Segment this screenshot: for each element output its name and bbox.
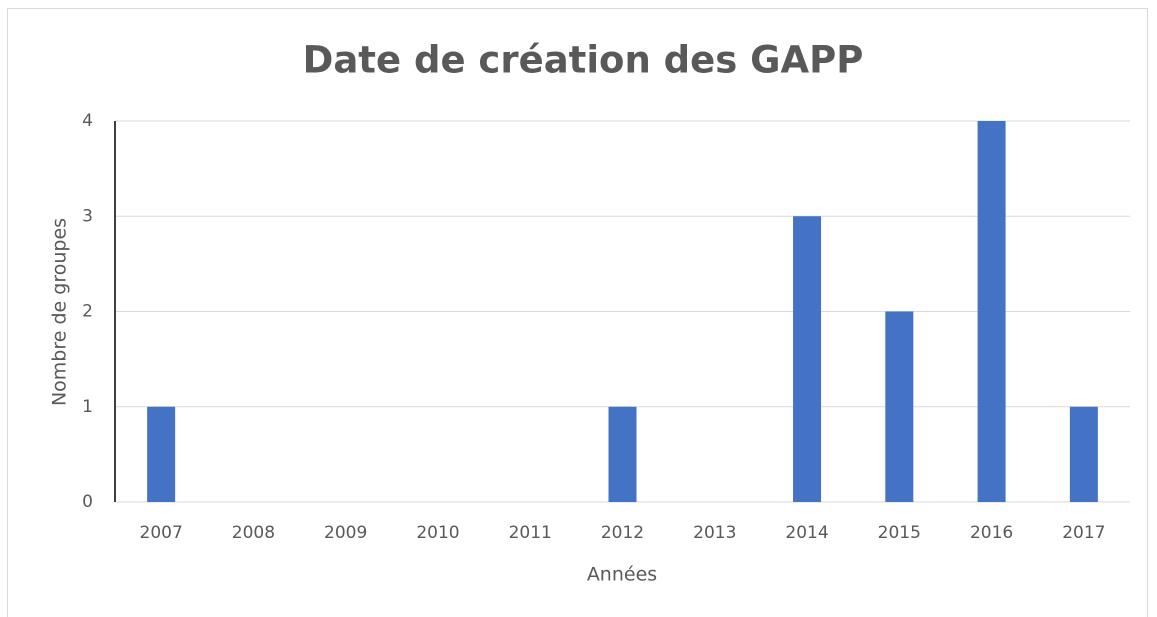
y-tick-label: 1 <box>82 397 93 417</box>
chart-border <box>7 8 1148 617</box>
x-tick-label: 2009 <box>324 523 367 543</box>
x-tick-label: 2016 <box>970 523 1013 543</box>
bar <box>977 121 1006 502</box>
x-tick-label: 2012 <box>601 523 644 543</box>
y-axis-title: Nombre de groupes <box>49 218 71 406</box>
x-tick-label: 2011 <box>509 523 552 543</box>
bar <box>793 216 822 502</box>
bar <box>885 311 914 502</box>
x-axis-title: Années <box>587 564 657 586</box>
x-tick-label: 2015 <box>878 523 921 543</box>
bar <box>147 406 176 502</box>
bar <box>608 406 637 502</box>
bar <box>1069 406 1098 502</box>
y-tick-label: 2 <box>82 302 93 322</box>
y-tick-label: 0 <box>82 492 93 512</box>
y-tick-label: 4 <box>82 111 93 131</box>
x-tick-label: 2013 <box>693 523 736 543</box>
y-tick-label: 3 <box>82 206 93 226</box>
x-tick-label: 2010 <box>416 523 459 543</box>
x-tick-label: 2017 <box>1062 523 1105 543</box>
x-tick-label: 2007 <box>140 523 183 543</box>
x-tick-label: 2014 <box>785 523 828 543</box>
x-tick-label: 2008 <box>232 523 275 543</box>
chart-title: Date de création des GAPP <box>303 39 864 82</box>
